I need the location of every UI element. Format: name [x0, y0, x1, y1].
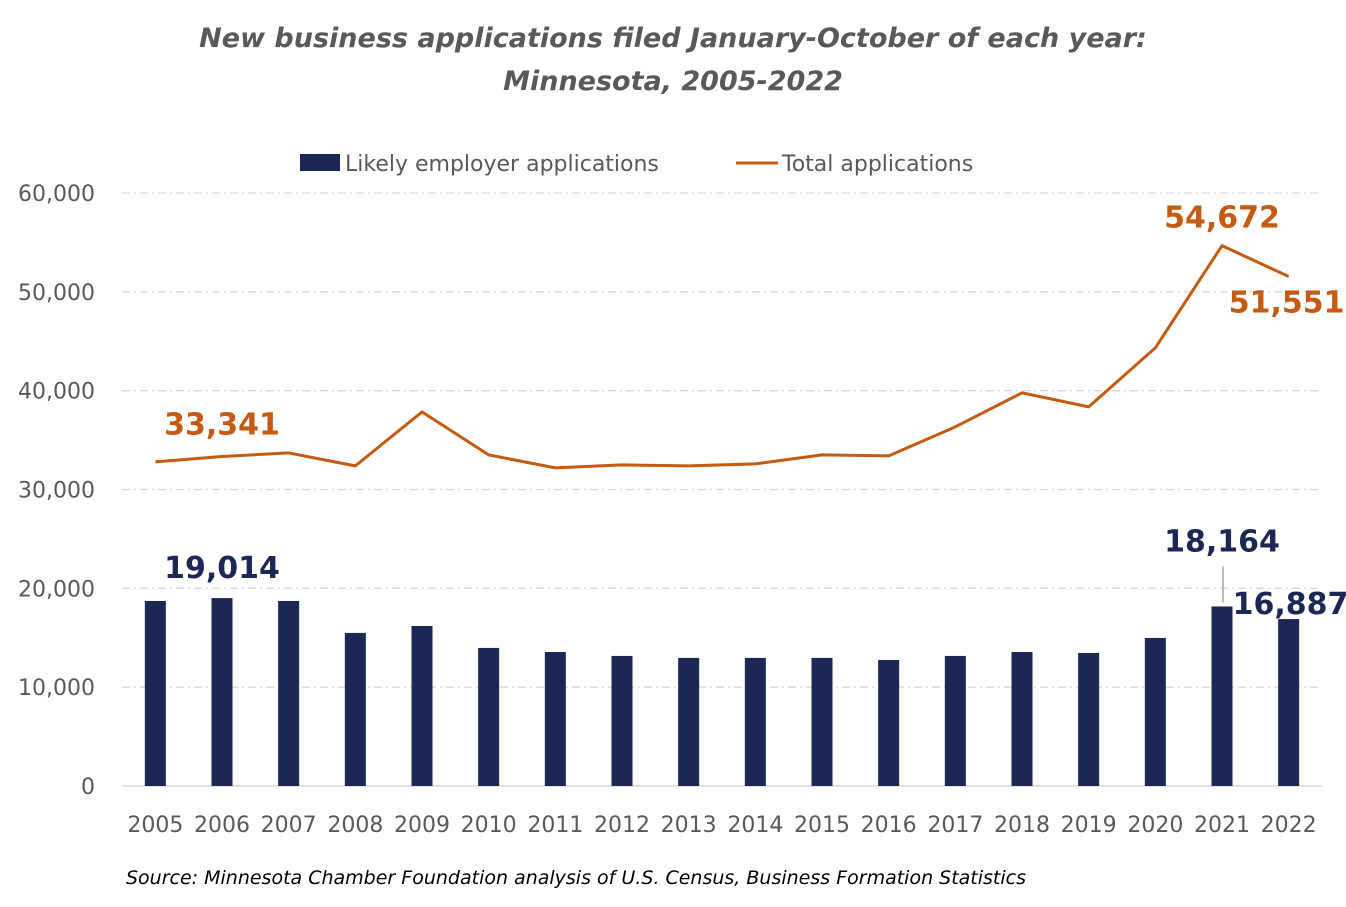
bar-2013 — [678, 657, 700, 786]
x-tick-label: 2006 — [194, 813, 250, 838]
data-label: 19,014 — [164, 551, 280, 586]
data-label: 16,887 — [1233, 587, 1346, 622]
bar-2006 — [211, 598, 233, 786]
data-label: 54,672 — [1164, 201, 1280, 236]
x-tick-label: 2019 — [1061, 813, 1117, 838]
x-tick-label: 2016 — [861, 813, 917, 838]
data-label: 33,341 — [164, 407, 280, 442]
bar-2020 — [1144, 637, 1166, 786]
x-tick-label: 2014 — [727, 813, 783, 838]
legend-label-bar: Likely employer applications — [345, 152, 659, 177]
x-tick-label: 2008 — [327, 813, 383, 838]
source-note: Source: Minnesota Chamber Foundation ana… — [126, 867, 1026, 889]
bar-2014 — [744, 657, 766, 786]
x-tick-label: 2012 — [594, 813, 650, 838]
bar-2011 — [544, 651, 566, 786]
chart-title: New business applications filed January-… — [199, 23, 1147, 54]
x-tick-label: 2011 — [527, 813, 583, 838]
data-label: 18,164 — [1164, 524, 1280, 559]
x-tick-label: 2021 — [1194, 813, 1250, 838]
x-tick-label: 2007 — [261, 813, 317, 838]
bar-2012 — [611, 655, 633, 786]
x-tick-label: 2017 — [927, 813, 983, 838]
y-tick-label: 10,000 — [18, 676, 95, 701]
y-tick-label: 50,000 — [18, 281, 95, 306]
bar-2022 — [1278, 619, 1300, 786]
bar-2005 — [144, 600, 166, 786]
bar-2017 — [944, 655, 966, 786]
bar-2015 — [811, 657, 833, 786]
y-tick-label: 60,000 — [18, 182, 95, 207]
bar-2019 — [1078, 652, 1100, 786]
y-tick-label: 30,000 — [18, 479, 95, 504]
bar-2016 — [878, 659, 900, 786]
x-tick-label: 2018 — [994, 813, 1050, 838]
bar-2007 — [278, 600, 300, 786]
x-tick-label: 2010 — [461, 813, 517, 838]
x-tick-label: 2009 — [394, 813, 450, 838]
bar-2021 — [1211, 606, 1233, 786]
x-tick-label: 2022 — [1261, 813, 1317, 838]
bar-2018 — [1011, 651, 1033, 786]
legend-swatch-bar — [300, 154, 340, 171]
bar-2009 — [411, 625, 433, 786]
y-tick-label: 0 — [81, 775, 95, 800]
total-applications-line — [155, 244, 1290, 470]
chart-subtitle: Minnesota, 2005-2022 — [503, 66, 843, 97]
data-label: 51,551 — [1229, 286, 1345, 321]
bar-2008 — [344, 632, 366, 786]
bar-2010 — [478, 647, 500, 786]
x-tick-label: 2020 — [1127, 813, 1183, 838]
legend-label-line: Total applications — [781, 152, 973, 177]
y-tick-label: 40,000 — [18, 380, 95, 405]
legend: Likely employer applications Total appli… — [300, 152, 973, 177]
y-tick-label: 20,000 — [18, 577, 95, 602]
x-tick-label: 2015 — [794, 813, 850, 838]
x-tick-label: 2005 — [127, 813, 183, 838]
x-tick-label: 2013 — [661, 813, 717, 838]
